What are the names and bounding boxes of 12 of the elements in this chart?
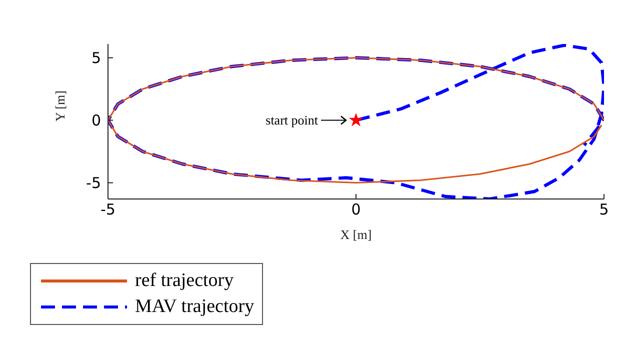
x-tick-label: 5 xyxy=(599,200,609,219)
line-series xyxy=(108,44,604,199)
y-tick-label: -5 xyxy=(86,174,101,192)
x-tick-label: 0 xyxy=(351,200,361,219)
y-tick-label: 5 xyxy=(91,49,101,68)
y-tick-label: 0 xyxy=(91,112,101,130)
legend-label: ref trajectory xyxy=(135,270,234,292)
x-axis-title: X [m] xyxy=(340,227,372,242)
line-series xyxy=(108,56,604,184)
y-axis-title: Y [m] xyxy=(52,90,68,122)
annotation: start point xyxy=(266,112,318,128)
legend-label: MAV trajectory xyxy=(135,296,254,318)
